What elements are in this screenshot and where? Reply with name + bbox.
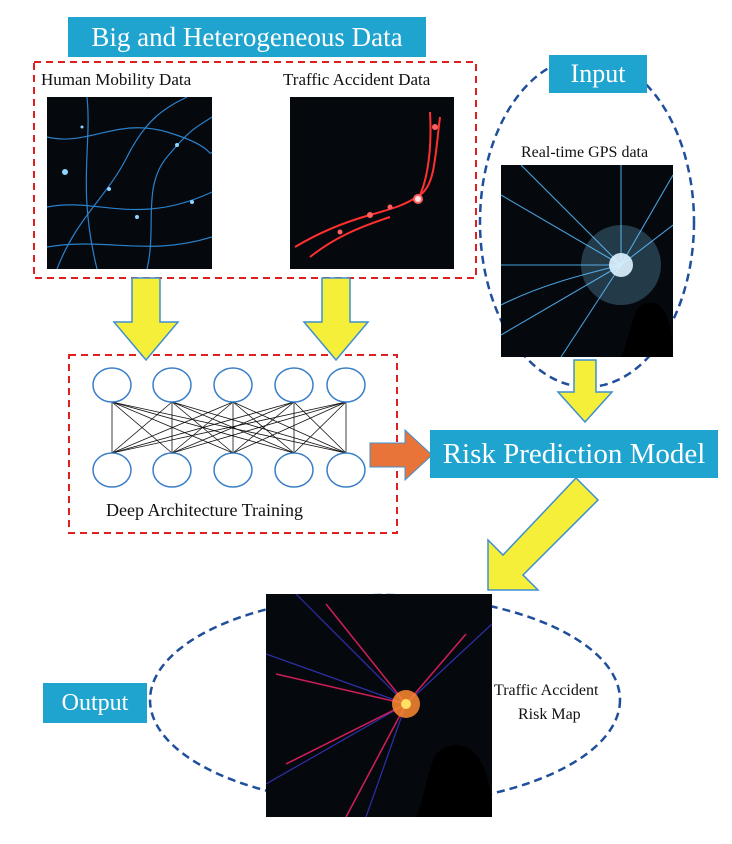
arrow-accident-down [302, 277, 370, 362]
input-node [326, 367, 366, 403]
output-node [274, 452, 314, 488]
input-node [213, 367, 253, 403]
output-banner: Output [43, 683, 147, 723]
network-edges [111, 401, 347, 454]
arrow-model-to-output [487, 476, 600, 591]
network-edge [111, 401, 295, 454]
output-node [152, 452, 192, 488]
accident-map-image [290, 97, 454, 269]
arrow-input-down [556, 359, 614, 424]
mobility-map-drawing [47, 97, 212, 269]
human-mobility-caption: Human Mobility Data [41, 70, 192, 89]
network-edge [111, 401, 234, 454]
gps-map-image [501, 165, 673, 357]
arrow-mobility-down [112, 277, 180, 362]
deep-training-caption: Deep Architecture Training [106, 500, 303, 520]
risk-map-image [266, 594, 492, 817]
input-node [152, 367, 192, 403]
network-edge [171, 401, 295, 454]
output-node [326, 452, 366, 488]
arrow-training-to-model [369, 428, 433, 482]
gps-map-drawing [501, 165, 673, 357]
risk-map-caption-line1: Traffic Accident [494, 682, 599, 699]
output-banner-label: Output [61, 689, 129, 716]
accident-map-drawing [294, 111, 441, 258]
risk-map-drawing [266, 594, 492, 817]
network-nodes [92, 367, 366, 488]
big-data-banner-label: Big and Heterogeneous Data [91, 21, 403, 52]
network-edge [232, 401, 295, 454]
input-banner-label: Input [570, 59, 626, 88]
input-banner: Input [549, 55, 647, 93]
risk-model-banner-label: Risk Prediction Model [442, 437, 706, 470]
realtime-gps-caption: Real-time GPS data [521, 144, 649, 161]
big-data-frame [33, 61, 477, 279]
risk-model-banner: Risk Prediction Model [430, 430, 718, 478]
mobility-map-image [47, 97, 212, 269]
network-edge [293, 401, 347, 454]
output-node [213, 452, 253, 488]
network-edge [232, 401, 347, 454]
big-data-banner: Big and Heterogeneous Data [68, 17, 426, 57]
traffic-accident-caption: Traffic Accident Data [283, 70, 431, 89]
network-edge [171, 401, 347, 454]
network-edge [111, 401, 347, 454]
output-node [92, 452, 132, 488]
input-node [92, 367, 132, 403]
network-edge [111, 401, 173, 454]
input-node [274, 367, 314, 403]
risk-map-caption-line2: Risk Map [518, 706, 581, 723]
